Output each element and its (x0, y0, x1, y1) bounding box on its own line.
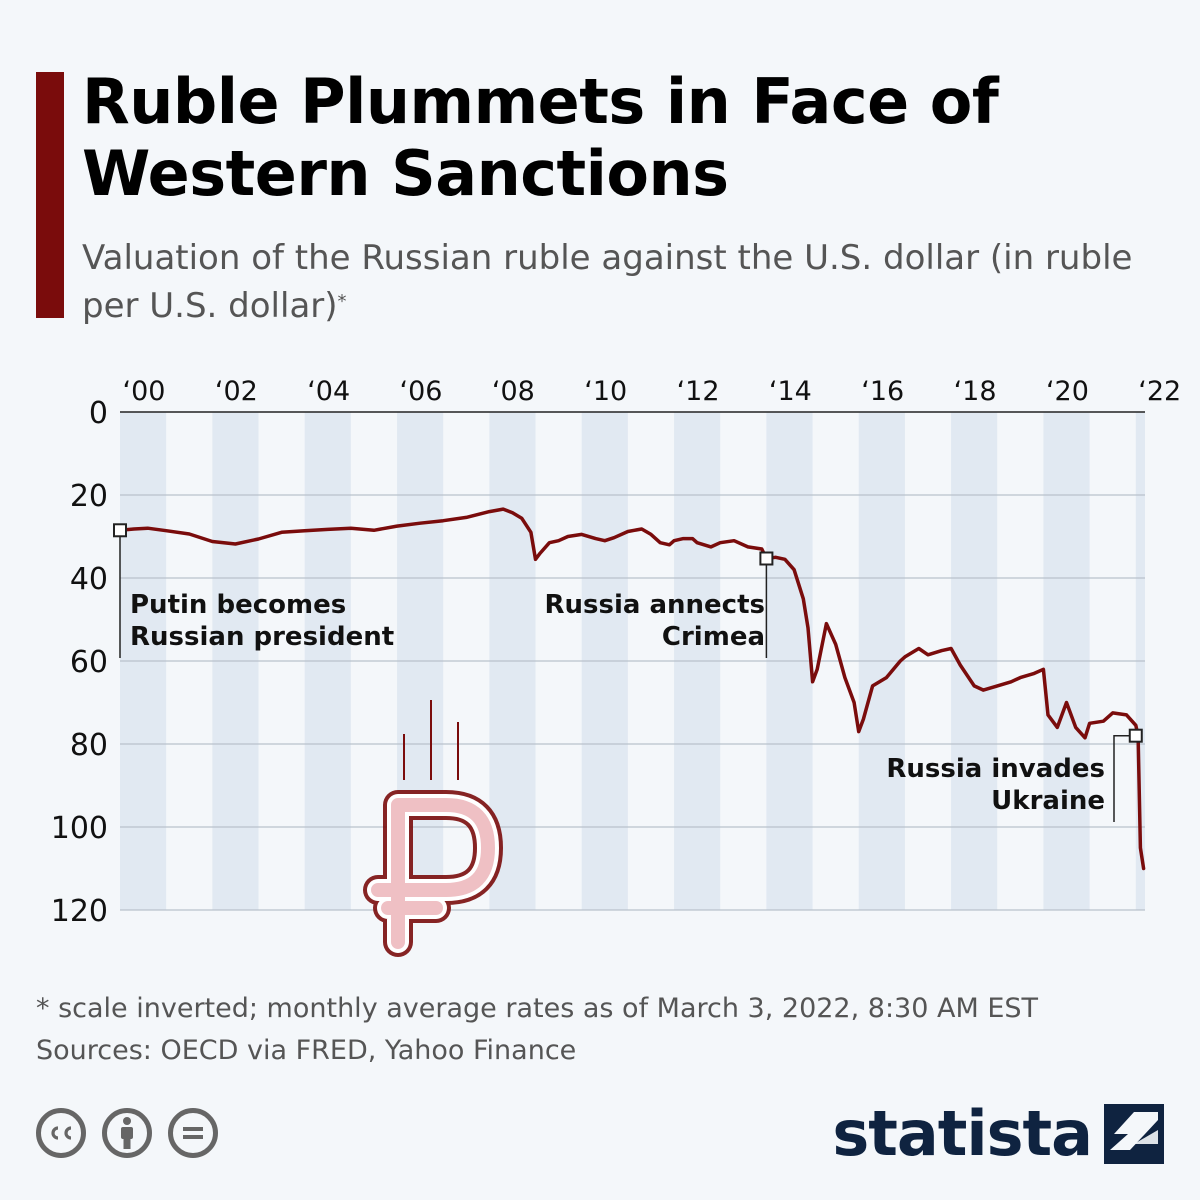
x-tick-label: ‘20 (1046, 376, 1089, 407)
x-tick-label: ‘10 (584, 376, 627, 407)
y-tick-label: 100 (51, 811, 108, 846)
statista-logo-icon (1104, 1104, 1164, 1164)
x-tick-label: ‘12 (677, 376, 720, 407)
subtitle-footnote-mark: * (337, 291, 347, 312)
annotation-marker (759, 551, 774, 566)
ruble-icon (363, 700, 503, 957)
title-accent-bar (36, 72, 64, 318)
x-tick-label: ‘14 (769, 376, 812, 407)
y-tick-label: 0 (89, 396, 108, 431)
cc-icon[interactable] (36, 1108, 86, 1158)
series-line (118, 507, 1146, 871)
no-derivatives-icon[interactable] (168, 1108, 218, 1158)
annotation-label: Ukraine (991, 786, 1105, 816)
y-tick-label: 60 (70, 645, 108, 680)
subtitle-text: Valuation of the Russian ruble against t… (82, 238, 1133, 326)
x-tick-label: ‘00 (123, 376, 166, 407)
attribution-icon[interactable] (102, 1108, 152, 1158)
license-icons (36, 1108, 218, 1158)
y-tick-label: 120 (51, 894, 108, 929)
annotation-marker (113, 523, 127, 538)
x-tick-label: ‘22 (1138, 376, 1181, 407)
scale-note: * scale inverted; monthly average rates … (36, 993, 1039, 1024)
annotation-leader (1113, 734, 1136, 822)
annotation-label: Russia annects (544, 590, 765, 620)
y-tick-label: 80 (70, 728, 108, 763)
annotation-label: Russian president (130, 622, 394, 652)
x-tick-label: ‘18 (954, 376, 997, 407)
x-tick-label: ‘04 (307, 376, 350, 407)
x-tick-label: ‘08 (492, 376, 535, 407)
footnote: * scale inverted; monthly average rates … (36, 988, 1156, 1072)
brand: statista (832, 1098, 1164, 1170)
sources: Sources: OECD via FRED, Yahoo Finance (36, 1035, 577, 1066)
chart-title: Ruble Plummets in Face of Western Sancti… (82, 65, 999, 210)
x-tick-label: ‘16 (861, 376, 904, 407)
annotation-label: Putin becomes (130, 590, 346, 620)
y-tick-label: 40 (70, 562, 108, 597)
y-tick-label: 20 (70, 479, 108, 514)
annotation-label: Russia invades (886, 754, 1105, 784)
brand-logo-text: statista (832, 1097, 1093, 1170)
annotation-marker (1128, 728, 1143, 743)
annotation-label: Crimea (662, 622, 765, 652)
x-tick-label: ‘06 (400, 376, 443, 407)
x-tick-label: ‘02 (215, 376, 258, 407)
line-chart: ‘00 ‘02 ‘04 ‘06 ‘08 ‘10 ‘12 ‘14 ‘16 ‘18 ‘20 ‘22 0 20… (51, 376, 1181, 957)
chart-subtitle: Valuation of the Russian ruble against t… (82, 234, 1162, 330)
